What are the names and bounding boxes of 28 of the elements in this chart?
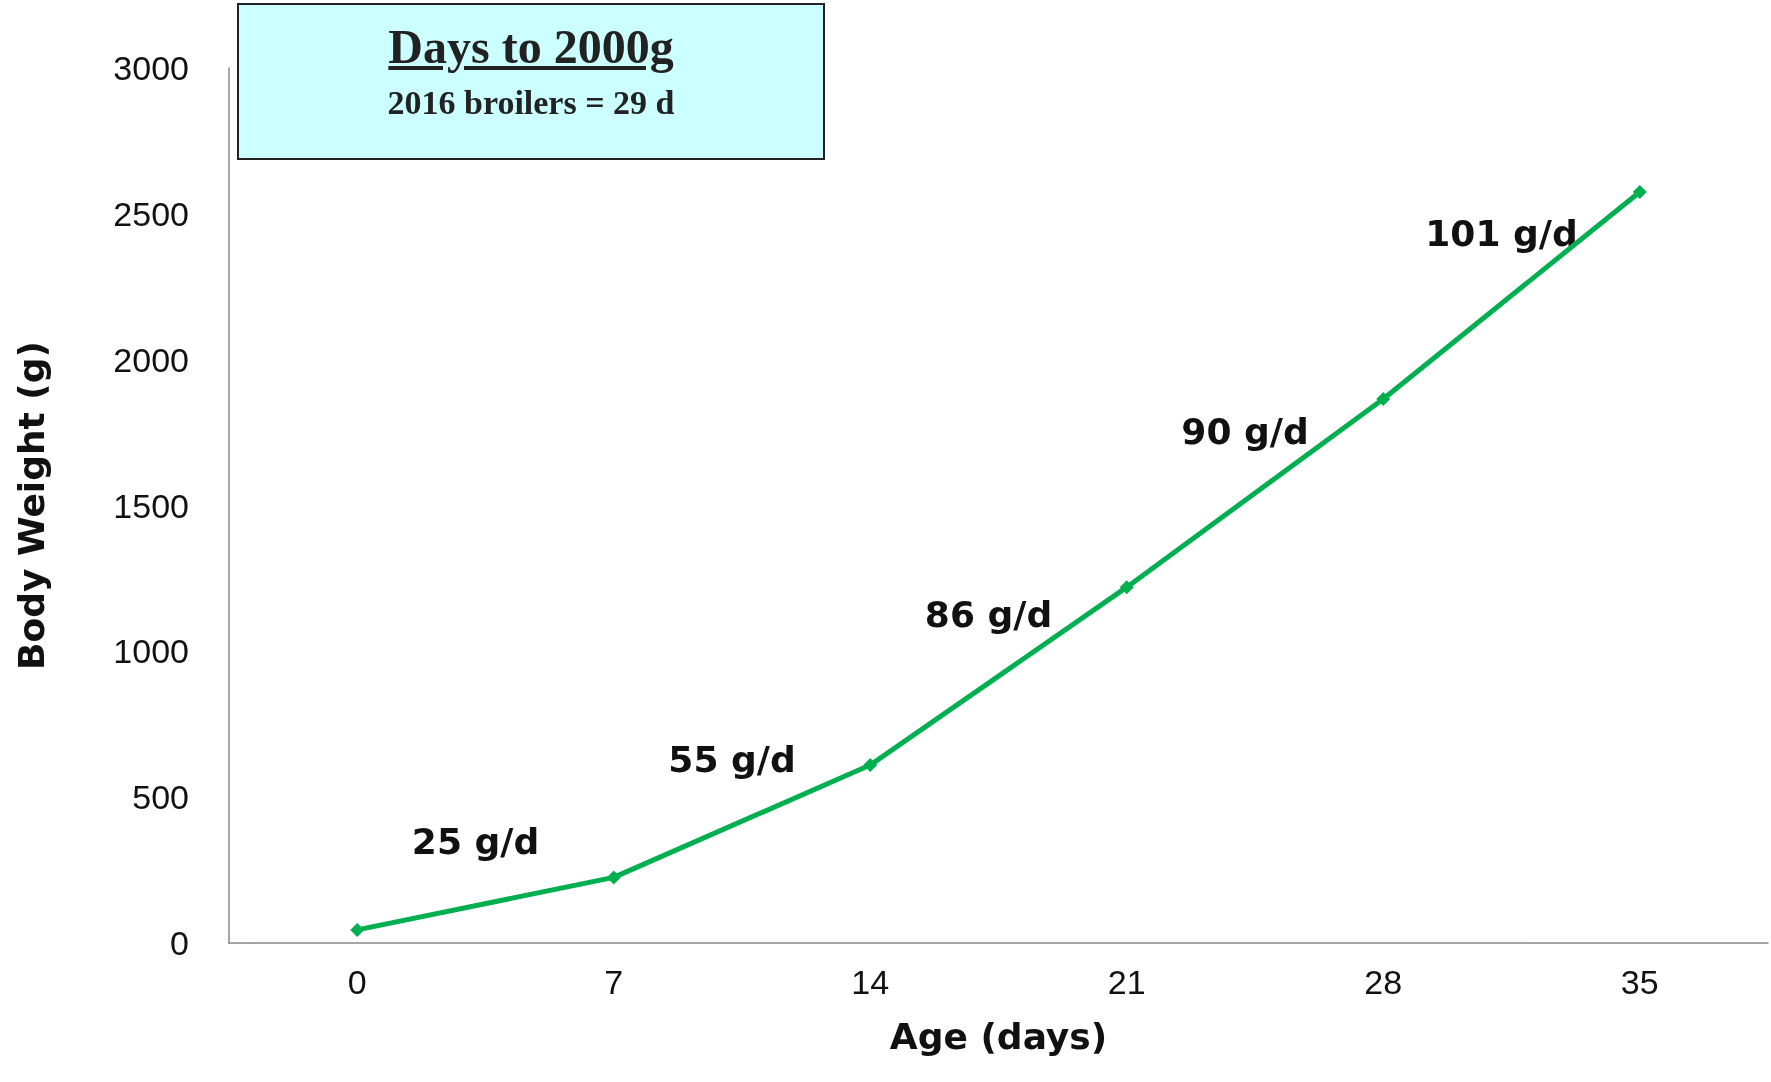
x-tick-label: 21 — [1107, 963, 1146, 1001]
annotation: 25 g/d — [411, 821, 540, 863]
y-tick-label: 0 — [170, 924, 189, 962]
annotation: 86 g/d — [924, 593, 1053, 635]
annotation: 101 g/d — [1425, 213, 1578, 254]
title-card: Days to 2000g 2016 broilers = 29 d — [237, 3, 825, 160]
y-tick-label: 1000 — [113, 632, 189, 671]
x-tick-label: 14 — [851, 963, 890, 1001]
point — [1119, 580, 1134, 595]
x-tick-label: 28 — [1364, 963, 1403, 1001]
y-tick-label: 3000 — [113, 49, 189, 87]
x-tick-label: 7 — [604, 963, 624, 1001]
point — [863, 758, 878, 773]
point — [1632, 184, 1647, 199]
x-axis-title: Age (days) — [889, 1015, 1108, 1057]
y-tick-label: 2000 — [113, 340, 189, 379]
x-tick-label: 0 — [347, 963, 367, 1001]
annotation: 90 g/d — [1181, 410, 1309, 452]
y-tick-label: 1500 — [113, 486, 189, 525]
chart-title: Days to 2000g — [387, 19, 675, 75]
point — [606, 870, 621, 885]
x-tick-label: 35 — [1620, 963, 1659, 1001]
y-tick-label: 500 — [132, 778, 189, 817]
y-axis-title: Body Weight (g) — [10, 341, 52, 670]
point — [350, 922, 365, 937]
y-tick-label: 2500 — [113, 194, 189, 233]
point — [1376, 392, 1391, 407]
annotation: 55 g/d — [668, 738, 796, 780]
